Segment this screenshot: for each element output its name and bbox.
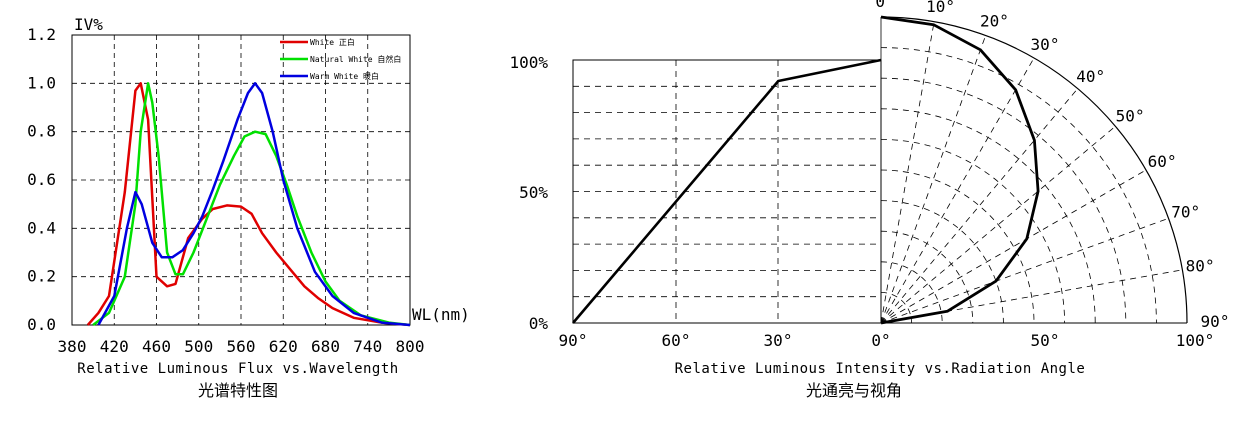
radiation-angle-tick: 0° bbox=[875, 0, 894, 11]
radiation-x-tick: 60° bbox=[662, 331, 691, 350]
spectrum-x-tick: 420 bbox=[100, 337, 129, 356]
spectrum-y-tick: 0.8 bbox=[27, 122, 56, 141]
polar-spoke bbox=[880, 35, 987, 324]
polar-ring bbox=[880, 230, 974, 324]
spectrum-x-tick: 560 bbox=[227, 337, 256, 356]
spectrum-y-tick-labels: 0.0 0.2 0.4 0.6 0.8 1.0 1.2 bbox=[27, 25, 56, 334]
spectrum-x-tick: 380 bbox=[58, 337, 87, 356]
spectrum-title: 光谱特性图 bbox=[198, 381, 278, 400]
polar-spoke bbox=[880, 169, 1147, 324]
legend-label-natural-white: Natural White 自然白 bbox=[310, 54, 401, 64]
radiation-y-tick: 100% bbox=[509, 53, 548, 72]
spectrum-series-line-2 bbox=[97, 82, 411, 327]
spectrum-x-tick: 500 bbox=[184, 337, 213, 356]
spectrum-y-axis-label: IV% bbox=[74, 15, 103, 34]
polar-ring bbox=[880, 139, 1065, 324]
radiation-angle-tick: 90° bbox=[1201, 312, 1230, 331]
polar-ring bbox=[880, 77, 1127, 324]
spectrum-x-tick-labels: 380 420 460 500 560 620 680 740 800 bbox=[58, 337, 425, 356]
radiation-angle-tick: 80° bbox=[1186, 256, 1215, 275]
spectrum-y-tick: 1.0 bbox=[27, 73, 56, 92]
polar-spoke bbox=[880, 57, 1035, 324]
spectrum-chart: 380 420 460 500 560 620 680 740 800 0.0 0.2 0.4 0.6… bbox=[27, 15, 470, 400]
legend-label-warm-white: Warm White 暖白 bbox=[310, 71, 379, 81]
angle-intensity-rectangular-grid bbox=[572, 59, 882, 324]
spectrum-x-tick: 620 bbox=[269, 337, 298, 356]
radiation-angle-tick: 10° bbox=[926, 0, 955, 16]
radiation-title: 光通亮与视角 bbox=[806, 381, 902, 400]
radiation-x-tick: 0° bbox=[871, 331, 890, 350]
spectrum-series-line-0 bbox=[86, 82, 411, 327]
radiation-chart: 0% 50% 100% 90° 60° 30° 0° 50° 100° 0° 10° 20° 30° 40… bbox=[509, 0, 1229, 400]
radiation-x-tick: 30° bbox=[764, 331, 793, 350]
radiation-x-tick: 90° bbox=[559, 331, 588, 350]
spectrum-x-tick: 800 bbox=[396, 337, 425, 356]
spectrum-legend: White 正白 Natural White 自然白 Warm White 暖白 bbox=[280, 37, 401, 81]
radiation-x-tick: 100° bbox=[1176, 331, 1215, 350]
radiation-x-tick: 50° bbox=[1031, 331, 1060, 350]
radiation-angle-tick: 50° bbox=[1116, 106, 1145, 125]
polar-ring bbox=[880, 108, 1096, 324]
spectrum-y-tick: 0.6 bbox=[27, 170, 56, 189]
radiation-angle-tick: 30° bbox=[1031, 35, 1060, 54]
spectrum-x-axis-label: WL(nm) bbox=[412, 305, 470, 324]
spectrum-caption: Relative Luminous Flux vs.Wavelength bbox=[77, 361, 398, 377]
polar-spoke bbox=[880, 269, 1183, 324]
radiation-y-tick: 50% bbox=[519, 183, 548, 202]
polar-spoke bbox=[880, 126, 1116, 324]
spectrum-series-lines bbox=[86, 82, 411, 327]
spectrum-x-tick: 460 bbox=[142, 337, 171, 356]
polar-ring bbox=[880, 200, 1004, 324]
spectrum-y-tick: 0.2 bbox=[27, 267, 56, 286]
spectrum-x-tick: 740 bbox=[353, 337, 382, 356]
radiation-curves bbox=[572, 15, 1040, 325]
spectrum-y-tick: 1.2 bbox=[27, 25, 56, 44]
legend-label-white: White 正白 bbox=[310, 37, 355, 47]
polar-ring bbox=[880, 47, 1157, 324]
polar-intensity-curve bbox=[880, 15, 1040, 325]
spectrum-y-tick: 0.4 bbox=[27, 218, 56, 237]
radiation-y-tick: 0% bbox=[529, 314, 549, 333]
spectrum-x-tick: 680 bbox=[311, 337, 340, 356]
radiation-angle-tick: 60° bbox=[1148, 152, 1177, 171]
spectrum-series-line-1 bbox=[92, 82, 411, 327]
polar-ring bbox=[880, 292, 912, 324]
polar-ring bbox=[880, 261, 943, 324]
polar-spoke bbox=[880, 88, 1078, 324]
polar-spoke bbox=[880, 21, 935, 324]
radiation-angle-tick: 40° bbox=[1076, 67, 1105, 86]
spectrum-y-tick: 0.0 bbox=[27, 315, 56, 334]
radiation-angle-tick: 70° bbox=[1171, 203, 1200, 222]
radiation-caption: Relative Luminous Intensity vs.Radiation… bbox=[675, 361, 1086, 377]
radiation-angle-tick: 20° bbox=[980, 11, 1009, 30]
polar-outer-arc bbox=[880, 16, 1188, 324]
polar-ring bbox=[880, 169, 1035, 324]
rectangular-intensity-curve bbox=[572, 58, 882, 324]
radiation-tick-labels: 0% 50% 100% 90° 60° 30° 0° 50° 100° 0° 10° 20° 30° 40… bbox=[509, 0, 1229, 350]
polar-spoke bbox=[880, 217, 1169, 324]
polar-grid bbox=[573, 16, 1188, 324]
